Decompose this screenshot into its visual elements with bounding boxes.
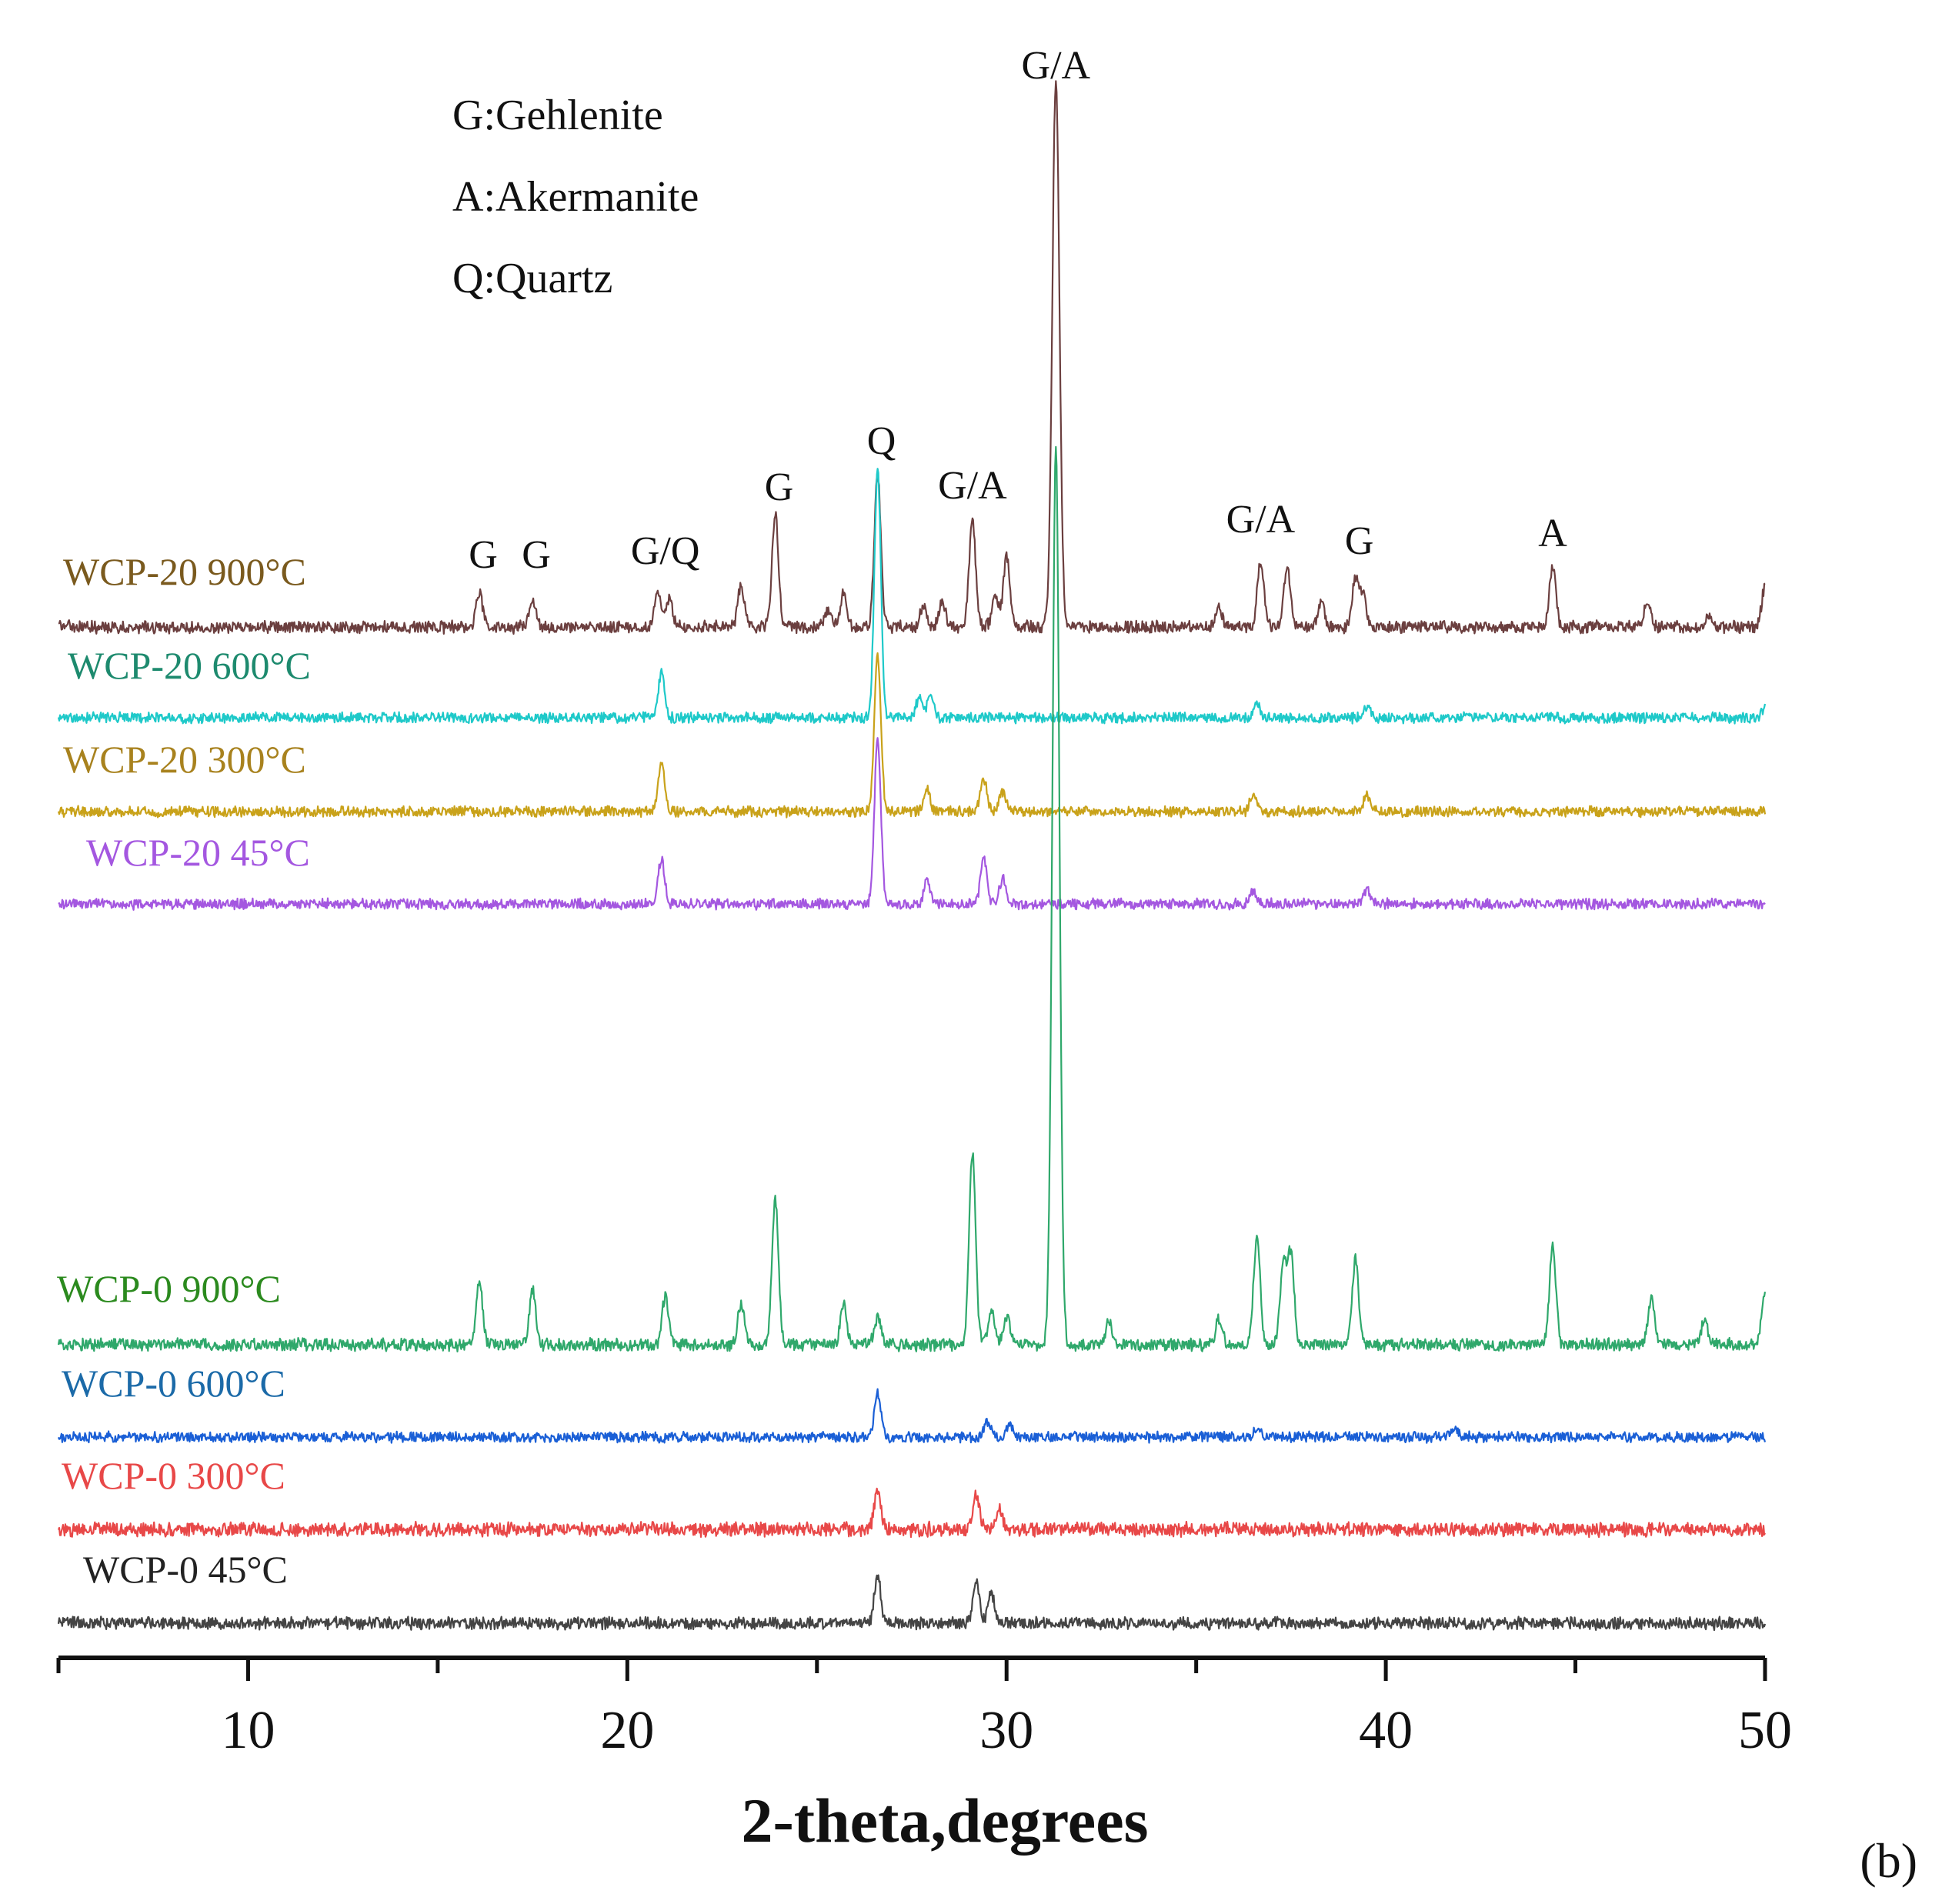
legend-entry-akermanite: A:Akermanite	[452, 173, 699, 221]
series-trace	[57, 445, 1767, 1352]
legend-entry-gehlenite: G:Gehlenite	[452, 92, 663, 139]
series-label: WCP-20 900°C	[63, 550, 306, 593]
peak-annotation: G	[469, 533, 498, 577]
x-axis: 10 20 30 40 50	[56, 1656, 1792, 1760]
series-traces	[57, 80, 1767, 1632]
series-labels: WCP-20 900°C WCP-20 600°C WCP-20 300°C WCP-…	[57, 550, 311, 1591]
peak-annotation: G/Q	[631, 529, 700, 573]
series-trace	[57, 652, 1767, 819]
series-trace	[57, 468, 1767, 725]
panel-label: (b)	[1860, 1833, 1917, 1888]
x-tick-label: 30	[979, 1701, 1033, 1760]
series-trace	[57, 1487, 1766, 1539]
x-axis-ticks: 10 20 30 40 50	[56, 1658, 1792, 1760]
peak-annotation: Q	[867, 419, 896, 463]
series-label: WCP-0 300°C	[62, 1454, 285, 1497]
series-trace	[58, 80, 1766, 635]
peak-annotation: G	[1345, 519, 1374, 563]
legend-entry-quartz: Q:Quartz	[452, 255, 612, 302]
peak-annotation: G/A	[938, 464, 1007, 508]
x-tick-label: 50	[1738, 1701, 1792, 1760]
series-trace	[57, 1574, 1767, 1632]
series-label: WCP-0 600°C	[62, 1362, 285, 1405]
series-label: WCP-0 900°C	[57, 1267, 281, 1310]
x-tick-label: 10	[221, 1701, 275, 1760]
series-trace	[58, 737, 1766, 911]
series-label: WCP-0 45°C	[83, 1548, 288, 1591]
peak-annotation: A	[1538, 512, 1567, 555]
x-tick-label: 40	[1359, 1701, 1413, 1760]
peak-annotation: G/A	[1022, 44, 1091, 88]
peak-annotation: G/A	[1226, 498, 1296, 542]
x-tick-label: 20	[600, 1701, 654, 1760]
series-trace	[57, 1388, 1767, 1444]
series-label: WCP-20 45°C	[86, 831, 310, 874]
series-label: WCP-20 300°C	[63, 738, 306, 781]
peak-annotation: G	[765, 465, 794, 509]
series-label: WCP-20 600°C	[68, 644, 311, 687]
x-axis-title: 2-theta,degrees	[741, 1786, 1148, 1856]
peak-annotation: G	[522, 533, 551, 577]
phase-legend: G:Gehlenite A:Akermanite Q:Quartz	[452, 92, 699, 302]
